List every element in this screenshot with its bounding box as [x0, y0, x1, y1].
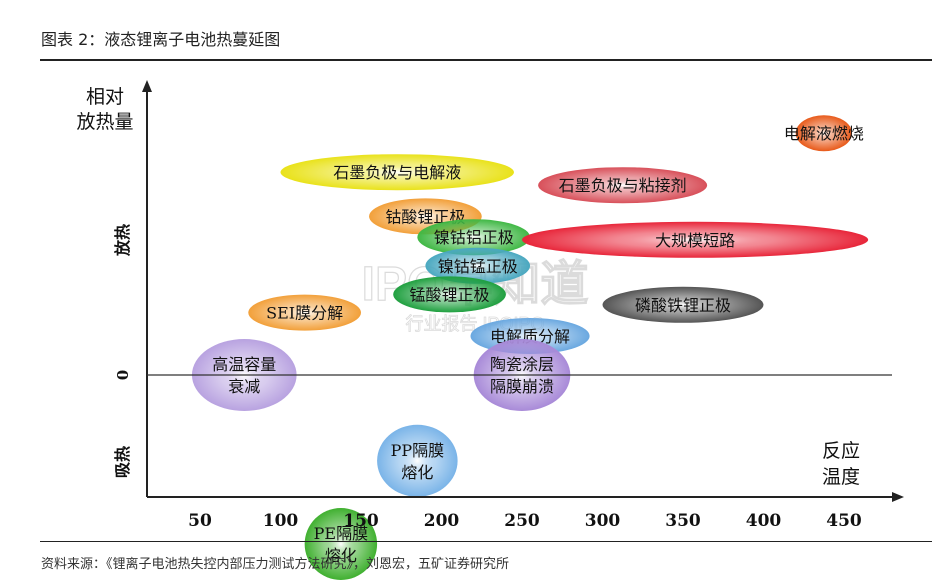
event-bubble-shape — [304, 508, 378, 580]
event-bubble-label: 电解液燃烧 — [784, 124, 864, 143]
event-bubble-label: 大规模短路 — [655, 231, 735, 250]
event-bubble-shape — [522, 221, 869, 258]
event-bubble-label: 高温容量 — [212, 355, 276, 374]
x-axis-label-line1: 反应 — [822, 440, 860, 462]
event-bubble-label: 熔化 — [401, 463, 433, 482]
event-bubble: 镍钴铝正极 — [417, 219, 531, 256]
event-bubble-shape — [248, 294, 361, 331]
event-bubble: 石墨负极与电解液 — [280, 154, 514, 191]
x-axis-label-line2: 温度 — [822, 466, 860, 488]
event-bubble-label: 衰减 — [228, 377, 260, 396]
event-bubble-shape — [538, 167, 708, 204]
event-bubble-label: 石墨负极与电解液 — [333, 163, 461, 182]
event-bubble-shape — [280, 154, 514, 191]
y-zone-exo: 放热 — [113, 224, 132, 257]
y-axis-arrow — [142, 80, 152, 92]
event-bubble: 锰酸锂正极 — [393, 276, 506, 313]
y-axis-label-line1: 相对 — [86, 86, 124, 108]
top-rule — [40, 59, 932, 61]
x-tick-label: 200 — [424, 511, 460, 531]
event-bubble-label: 锰酸锂正极 — [410, 285, 490, 304]
event-bubble-label: SEI膜分解 — [266, 304, 343, 323]
event-bubble: 石墨负极与粘接剂 — [538, 167, 708, 204]
event-bubble-label: PE隔膜 — [314, 524, 368, 543]
bottom-rule — [40, 541, 932, 542]
event-bubble-shape — [795, 115, 853, 152]
x-tick-label: 400 — [746, 511, 782, 531]
event-bubble-shape — [425, 247, 531, 284]
x-tick-label: 450 — [826, 511, 862, 531]
y-axis-label-line2: 放热量 — [76, 111, 133, 133]
event-bubble-shape — [377, 424, 458, 497]
event-bubble-label: 石墨负极与粘接剂 — [559, 176, 687, 195]
event-bubble: SEI膜分解 — [248, 294, 361, 331]
event-bubble: 电解液燃烧 — [784, 115, 864, 152]
y-zone-zero: 0 — [114, 370, 132, 380]
event-bubble: 大规模短路 — [522, 221, 869, 258]
event-bubble: 镍钴锰正极 — [425, 247, 531, 284]
event-bubble-label: 熔化 — [325, 546, 357, 565]
event-bubble-label: 隔膜崩溃 — [490, 377, 554, 396]
x-tick-label: 350 — [665, 511, 701, 531]
x-tick-label: 250 — [504, 511, 540, 531]
x-tick-label: 100 — [263, 511, 299, 531]
event-bubble-label: 磷酸铁锂正极 — [635, 296, 731, 315]
event-bubble-shape — [417, 219, 531, 256]
event-bubble-shape — [602, 286, 764, 323]
y-zone-endo: 吸热 — [113, 446, 132, 478]
figure-title: 图表 2：液态锂离子电池热蔓延图 — [41, 30, 281, 49]
x-tick-label: 300 — [585, 511, 621, 531]
x-tick-labels: 50 100 150 200 250 300 350 400 450 — [188, 511, 862, 531]
source-note: 资料来源：《锂离子电池热失控内部压力测试方法研究》，刘恩宏，五矿证券研究所 — [41, 557, 510, 572]
event-bubble-label: 陶瓷涂层 — [490, 355, 554, 374]
event-bubble-shape — [393, 276, 506, 313]
event-bubble-label: PP隔膜 — [391, 441, 445, 460]
event-bubble: 磷酸铁锂正极 — [602, 286, 764, 323]
x-axis-arrow — [892, 492, 904, 502]
x-tick-label: 150 — [343, 511, 379, 531]
x-tick-label: 50 — [188, 511, 212, 531]
event-bubble-label: 镍钴铝正极 — [434, 228, 514, 247]
event-bubble-label: 镍钴锰正极 — [438, 257, 518, 276]
